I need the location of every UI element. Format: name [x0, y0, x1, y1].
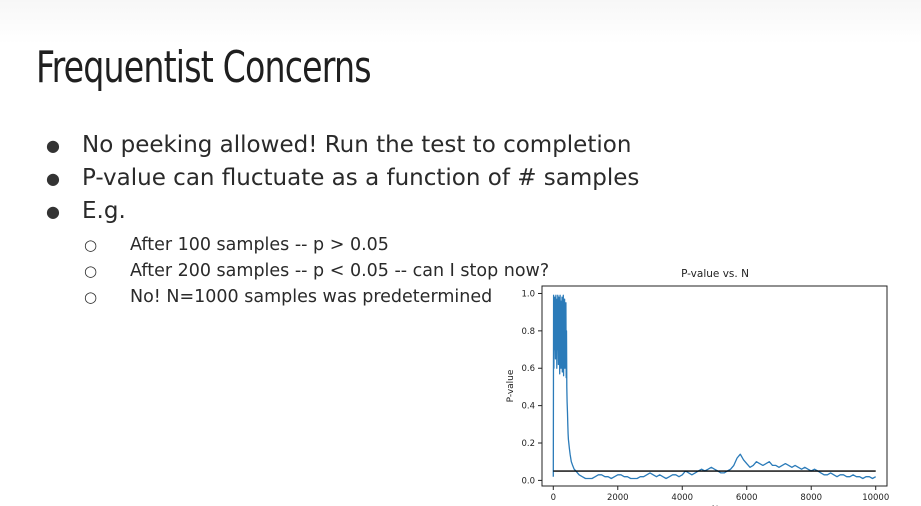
- x-tick-label: 0: [551, 493, 556, 503]
- bullet-item-label: E.g.: [82, 198, 126, 224]
- plot-frame: [541, 285, 888, 487]
- y-tick-label: 1.0: [521, 289, 535, 299]
- x-tick-label: 2000: [607, 493, 629, 503]
- slide-title: Frequentist Concerns: [36, 42, 372, 93]
- x-axis: 0 2000 4000 6000 8000 10000: [551, 486, 889, 503]
- header-band: [0, 0, 921, 44]
- pvalue-series-line: [552, 294, 877, 480]
- y-tick-label: 0.4: [521, 402, 535, 412]
- bullet-item: No peeking allowed! Run the test to comp…: [46, 129, 639, 162]
- sub-bullet-item: After 100 samples -- p > 0.05: [84, 232, 639, 258]
- y-axis: 0.0 0.2 0.4 0.6 0.8 1.0: [521, 289, 542, 486]
- x-tick-label: 6000: [736, 493, 758, 503]
- bullet-list: No peeking allowed! Run the test to comp…: [46, 129, 639, 310]
- chart-title: P-value vs. N: [681, 268, 749, 280]
- y-tick-label: 0.0: [521, 476, 535, 486]
- bullet-item: E.g. After 100 samples -- p > 0.05 After…: [46, 195, 639, 310]
- pvalue-chart: P-value vs. N 0 2000 4000 6000 8000 10000 0.0…: [495, 262, 895, 506]
- sub-bullet-list: After 100 samples -- p > 0.05 After 200 …: [82, 232, 639, 310]
- bullet-item: P-value can fluctuate as a function of #…: [46, 162, 639, 195]
- sub-bullet-item: After 200 samples -- p < 0.05 -- can I s…: [84, 258, 639, 284]
- chart-svg: P-value vs. N 0 2000 4000 6000 8000 10000 0.0…: [506, 268, 889, 506]
- y-tick-label: 0.8: [521, 327, 535, 337]
- y-tick-label: 0.2: [521, 439, 535, 449]
- x-tick-label: 10000: [862, 493, 889, 503]
- sub-bullet-item: No! N=1000 samples was predetermined: [84, 284, 639, 310]
- y-tick-label: 0.6: [521, 364, 535, 374]
- plot-area: [552, 294, 877, 480]
- x-tick-label: 8000: [800, 493, 822, 503]
- y-axis-label: P-value: [506, 369, 516, 402]
- x-tick-label: 4000: [671, 493, 693, 503]
